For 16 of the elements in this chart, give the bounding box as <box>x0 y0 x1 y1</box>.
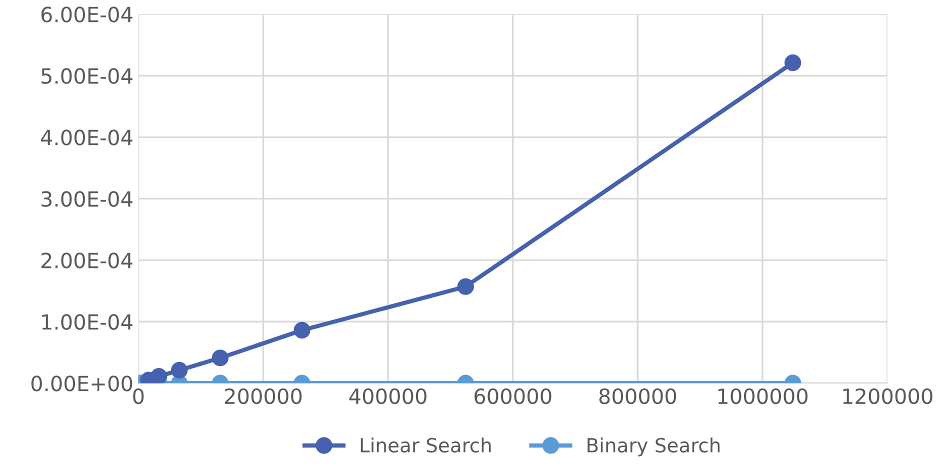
y-tick-label: 2.00E-04 <box>41 252 132 268</box>
x-tick-label: 0 <box>133 388 144 404</box>
x-tick-label: 1000000 <box>718 388 808 404</box>
x-tick-label: 400000 <box>349 388 426 404</box>
y-tick-label: 1.00E-04 <box>42 314 132 330</box>
y-tick-label: 3.00E-04 <box>42 191 132 207</box>
x-tick-label: 200000 <box>224 388 302 404</box>
legend-label: Binary Search <box>588 438 720 456</box>
x-tick-label: 1200000 <box>843 388 932 404</box>
legend-label: Linear Search <box>360 438 491 453</box>
x-tick-label: 800000 <box>599 388 676 404</box>
y-tick-label: 6.00E-04 <box>41 6 132 22</box>
y-tick-label: 4.00E-04 <box>40 130 132 146</box>
y-tick-label: 5.00E-04 <box>42 68 132 84</box>
x-tick-label: 600000 <box>474 388 552 404</box>
y-tick-label: 0.00E+00 <box>31 376 132 392</box>
